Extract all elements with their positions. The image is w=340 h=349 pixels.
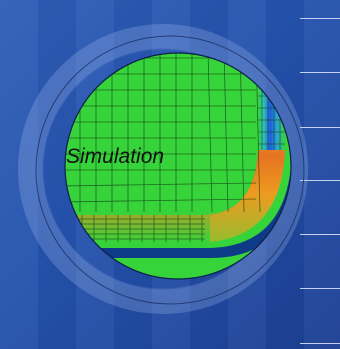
- orbit-line: [35, 35, 305, 305]
- simulation-caption: Simulation: [66, 145, 165, 168]
- mesh-line: [65, 198, 257, 203]
- mesh-line: [223, 53, 229, 213]
- rule-line: [300, 72, 340, 73]
- mesh-line: [239, 53, 245, 213]
- mesh-line: [207, 53, 213, 213]
- rule-line: [300, 180, 340, 181]
- rule-line: [300, 343, 340, 344]
- rule-line: [300, 288, 340, 289]
- stress-corner: [210, 150, 285, 242]
- rule-line: [300, 18, 340, 19]
- rule-line: [300, 127, 340, 128]
- right-rules: [300, 0, 340, 349]
- rule-line: [300, 234, 340, 235]
- mesh-line: [65, 182, 257, 187]
- lens-border: [64, 52, 292, 280]
